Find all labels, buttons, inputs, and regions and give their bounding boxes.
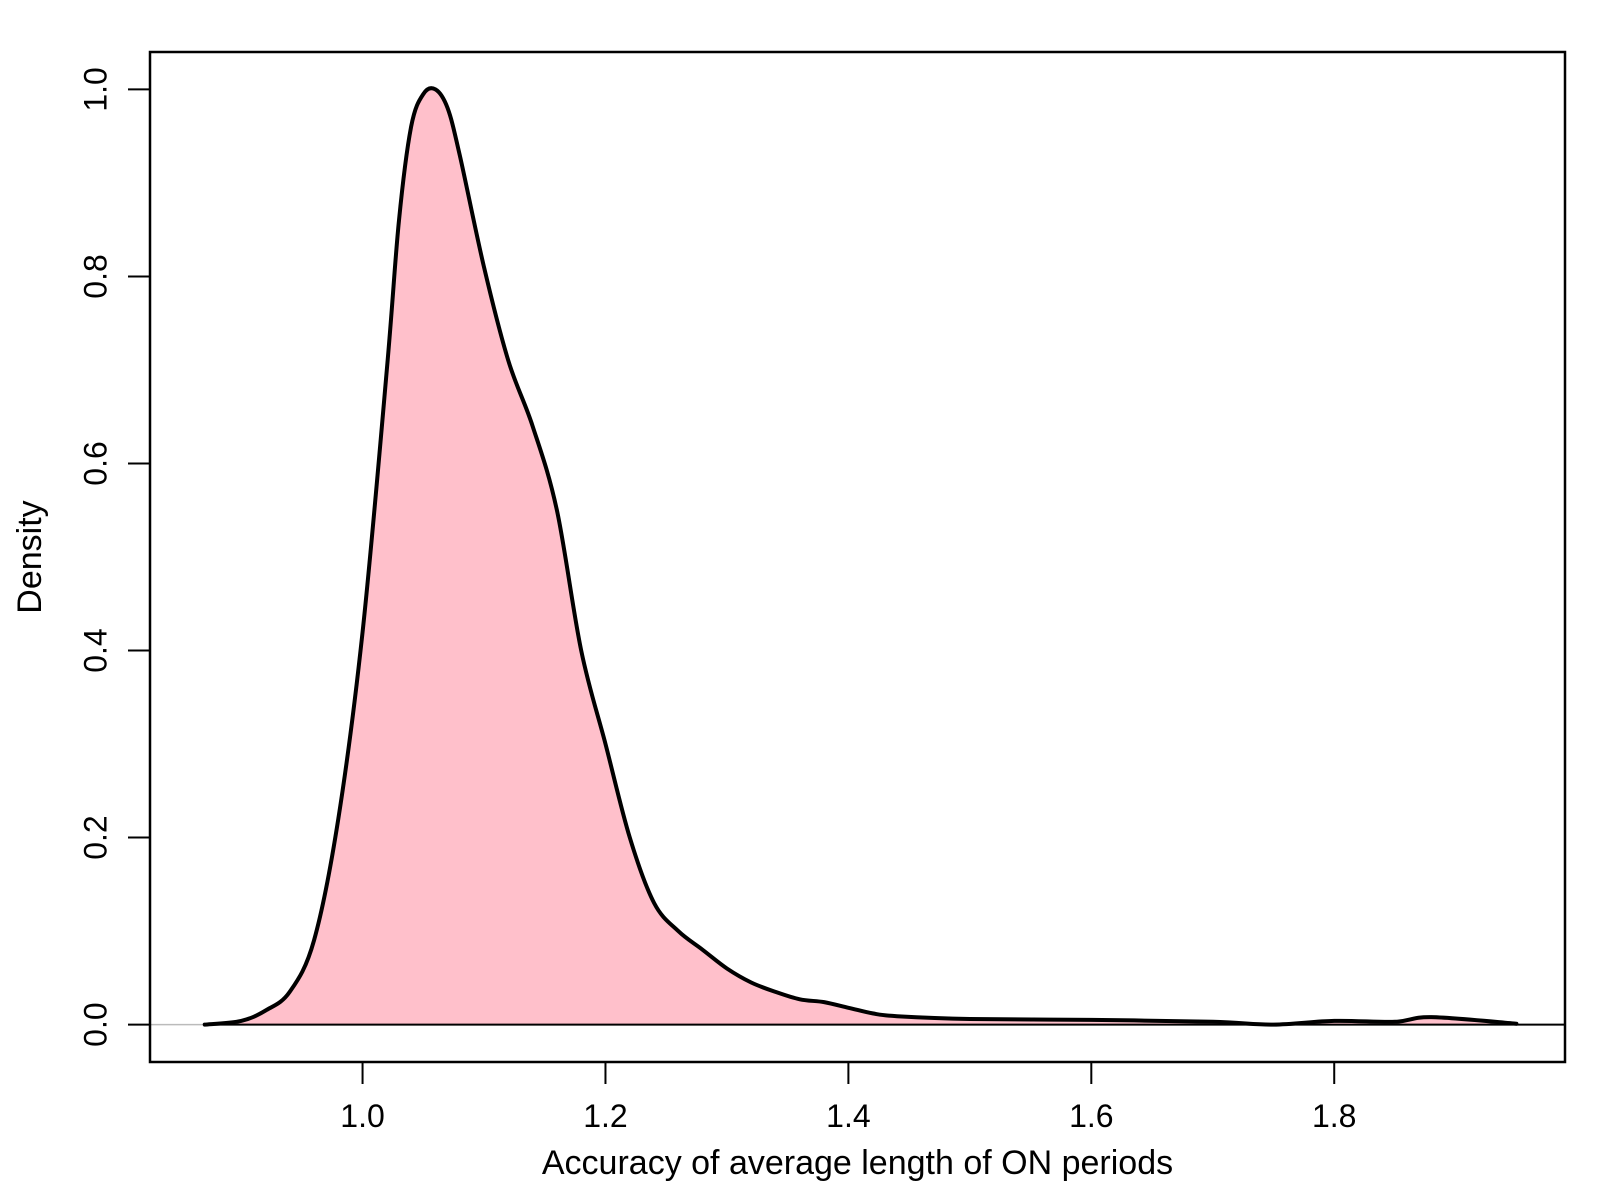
x-axis: 1.0 1.2 1.4 1.6 1.8 [340, 1061, 1356, 1134]
x-tick-label: 1.0 [340, 1098, 384, 1134]
density-curve [202, 86, 1519, 1027]
x-tick-label: 1.4 [826, 1098, 870, 1134]
x-tick-label: 1.8 [1312, 1098, 1356, 1134]
x-tick-label: 1.2 [583, 1098, 627, 1134]
y-tick-label: 0.8 [77, 254, 113, 298]
x-tick-label: 1.6 [1069, 1098, 1113, 1134]
y-tick-label: 0.0 [77, 1002, 113, 1046]
plot-marks [150, 86, 1565, 1027]
y-tick-label: 0.6 [77, 441, 113, 485]
y-tick-label: 0.2 [77, 815, 113, 859]
y-axis: 0.0 0.2 0.4 0.6 0.8 1.0 [77, 67, 151, 1047]
y-tick-label: 0.4 [77, 628, 113, 672]
y-tick-label: 1.0 [77, 67, 113, 111]
density-area-fill [204, 88, 1517, 1025]
x-axis-label: Accuracy of average length of ON periods [542, 1144, 1173, 1182]
y-axis-label: Density [11, 500, 49, 613]
